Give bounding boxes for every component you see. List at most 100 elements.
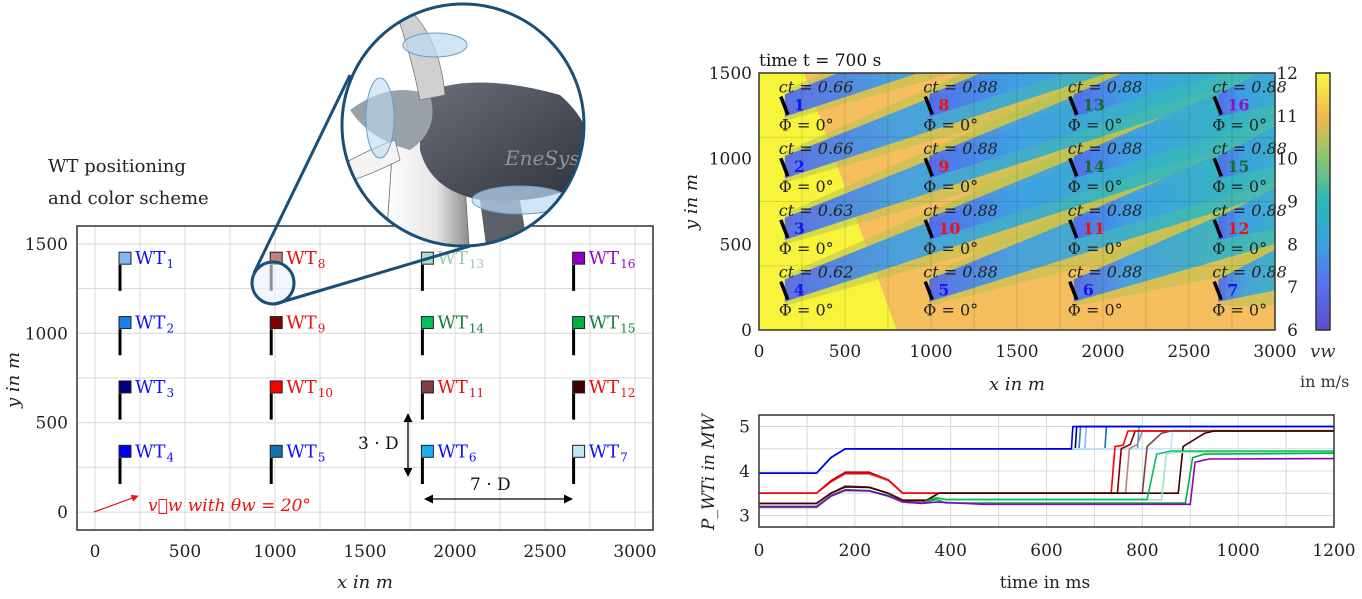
turbine-wake bbox=[1218, 73, 1275, 117]
colorbar-tick-label: 10 bbox=[1276, 150, 1298, 170]
x-tick-label: 1200 bbox=[1312, 541, 1355, 561]
x-tick-label: 3000 bbox=[613, 542, 656, 562]
colorbar-unit: in m/s bbox=[1300, 372, 1349, 391]
turbine-wake bbox=[1218, 249, 1275, 302]
x-tick-label: 1500 bbox=[343, 542, 386, 562]
turbine-number: 7 bbox=[1227, 281, 1238, 300]
turbine-number: 8 bbox=[938, 96, 949, 115]
x-tick-label: 500 bbox=[829, 342, 861, 362]
thrust-coefficient-label: ct = 0.88 bbox=[923, 263, 998, 282]
turbine-color-marker bbox=[572, 251, 586, 265]
yaw-angle-label: Φ = 0° bbox=[1212, 116, 1267, 135]
y-tick-label: 3 bbox=[739, 506, 750, 526]
colorbar-tick-label: 11 bbox=[1276, 107, 1298, 127]
magnifier-inset: EneSys bbox=[250, 2, 586, 306]
turbine-color-marker bbox=[420, 316, 434, 330]
x-tick-label: 2500 bbox=[523, 542, 566, 562]
thrust-coefficient-label: ct = 0.88 bbox=[923, 139, 998, 158]
x-tick-label: 1000 bbox=[253, 542, 296, 562]
vertical-distance-label: 3 · D bbox=[358, 434, 399, 454]
wind-label: v⃗w with θw = 20° bbox=[148, 496, 311, 516]
turbine-label-index: 16 bbox=[620, 257, 635, 271]
left-xlabel: x in m bbox=[337, 572, 393, 593]
turbine-rotor-mark bbox=[1212, 219, 1223, 239]
turbine-rotor-mark bbox=[1212, 157, 1223, 177]
x-tick-label: 0 bbox=[754, 342, 765, 362]
turbine-label: WT bbox=[437, 441, 468, 462]
heatmap-grid bbox=[759, 73, 1275, 330]
x-tick-label: 600 bbox=[1030, 541, 1062, 561]
turbine-label: WT bbox=[135, 313, 166, 334]
turbine-wake bbox=[1218, 126, 1275, 179]
turbine-label-index: 7 bbox=[620, 450, 628, 464]
nacelle-image bbox=[420, 82, 584, 201]
turbine-number: 1 bbox=[794, 96, 805, 115]
turbine-color-marker bbox=[118, 316, 132, 330]
turbine-color-marker bbox=[269, 380, 283, 394]
thrust-coefficient-label: ct = 0.88 bbox=[1068, 139, 1143, 158]
x-tick-label: 0 bbox=[90, 542, 101, 562]
x-tick-label: 800 bbox=[1126, 541, 1158, 561]
power-ticks: 0 200 400 600 800 1000 1200 3 4 5 bbox=[739, 418, 1355, 561]
turbine-rotor-mark bbox=[1068, 280, 1079, 301]
thrust-coefficient-label: ct = 0.66 bbox=[779, 139, 854, 158]
yaw-angle-label: Φ = 0° bbox=[1212, 301, 1267, 320]
turbine-wake bbox=[929, 73, 1069, 117]
enesys-logo: EneSys bbox=[504, 146, 580, 170]
turbine-number: 3 bbox=[794, 219, 805, 238]
power-series-line bbox=[759, 430, 1334, 495]
turbine-color-marker bbox=[572, 444, 586, 458]
yaw-angle-label: Φ = 0° bbox=[923, 177, 978, 196]
turbine-rotor-mark bbox=[1068, 219, 1079, 239]
power-series-line bbox=[759, 457, 1334, 508]
yaw-angle-label: Φ = 0° bbox=[923, 301, 978, 320]
turbine-rotor-mark bbox=[923, 219, 934, 239]
turbine-label: WT bbox=[286, 248, 317, 269]
turbine-number: 15 bbox=[1227, 157, 1249, 176]
turbine-rotor-mark bbox=[923, 280, 934, 301]
turbine-label: WT bbox=[589, 248, 620, 269]
turbine-color-marker bbox=[269, 444, 283, 458]
turbine-rotor-mark bbox=[1212, 280, 1223, 301]
turbine-number: 10 bbox=[938, 219, 960, 238]
turbine-label-index: 15 bbox=[620, 322, 635, 336]
x-tick-label: 400 bbox=[934, 541, 966, 561]
yaw-angle-label: Φ = 0° bbox=[779, 116, 834, 135]
thrust-coefficient-label: ct = 0.88 bbox=[923, 78, 998, 97]
thrust-coefficient-label: ct = 0.88 bbox=[1068, 78, 1143, 97]
turbine-label: WT bbox=[135, 248, 166, 269]
y-tick-label: 1000 bbox=[25, 324, 68, 344]
left-title-line1: WT positioning bbox=[48, 156, 186, 177]
turbine-label: WT bbox=[135, 377, 166, 398]
magnifier-connector-top bbox=[252, 74, 352, 274]
turbine-label-index: 12 bbox=[620, 386, 635, 400]
turbine-rotor-mark bbox=[1212, 95, 1223, 116]
turbine-label-index: 10 bbox=[318, 386, 333, 400]
thrust-coefficient-label: ct = 0.88 bbox=[1068, 201, 1143, 220]
x-tick-label: 1000 bbox=[909, 342, 952, 362]
turbine-rotor-mark bbox=[779, 219, 790, 239]
thrust-coefficient-label: ct = 0.88 bbox=[1212, 201, 1287, 220]
x-tick-label: 2000 bbox=[433, 542, 476, 562]
turbine-label-index: 3 bbox=[167, 386, 175, 400]
colorbar-tick-label: 12 bbox=[1276, 64, 1298, 84]
turbine-label: WT bbox=[135, 441, 166, 462]
turbine-label-index: 2 bbox=[167, 322, 175, 336]
turbine-label-index: 9 bbox=[318, 322, 326, 336]
colorbar-label: vw bbox=[1310, 341, 1336, 362]
turbine-label: WT bbox=[437, 377, 468, 398]
turbine-label-index: 13 bbox=[469, 257, 484, 271]
x-tick-label: 1500 bbox=[995, 342, 1038, 362]
turbine-rotor-mark bbox=[779, 95, 790, 116]
colorbar-tick-label: 6 bbox=[1287, 321, 1298, 341]
turbine-label: WT bbox=[437, 313, 468, 334]
turbine-rotor-mark bbox=[923, 157, 934, 177]
yaw-angle-label: Φ = 0° bbox=[923, 239, 978, 258]
y-tick-label: 4 bbox=[739, 462, 750, 482]
heatmap-title: time t = 700 s bbox=[759, 51, 881, 71]
heatmap-wakes bbox=[759, 73, 1275, 330]
turbine-label-index: 6 bbox=[469, 450, 477, 464]
x-tick-label: 1000 bbox=[1217, 541, 1260, 561]
turbine-wake bbox=[929, 73, 1266, 179]
